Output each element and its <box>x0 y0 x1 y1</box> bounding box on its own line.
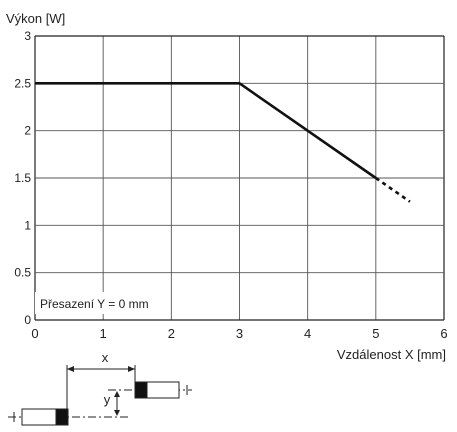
y-tick-label-2: 1 <box>24 218 31 232</box>
x-tick-label-1: 1 <box>100 326 107 341</box>
x-arrow-right <box>128 366 135 372</box>
x-tick-label-0: 0 <box>31 326 38 341</box>
x-tick-label-4: 4 <box>304 326 311 341</box>
series <box>35 82 411 203</box>
x-tick-label-5: 5 <box>372 326 379 341</box>
x-tick-label-6: 6 <box>440 326 447 341</box>
y-tick-label-1: 0.5 <box>14 266 31 280</box>
y-tick-label-4: 2 <box>24 124 31 138</box>
annotation-offset: Přesazení Y = 0 mm <box>40 297 149 311</box>
y-tick-label-3: 1.5 <box>14 171 31 185</box>
y-tick-label-5: 2.5 <box>14 76 31 90</box>
offset-diagram <box>8 365 192 426</box>
x-axis-label: Vzdálenost X [mm] <box>337 347 446 362</box>
y-tick-label-0: 0 <box>24 313 31 327</box>
x-tick-label-3: 3 <box>236 326 243 341</box>
y-offset-label: y <box>104 392 111 407</box>
grid <box>34 35 445 321</box>
emitter-head <box>55 408 69 426</box>
y-tick-label-6: 3 <box>24 29 31 43</box>
receiver-head <box>134 381 148 399</box>
annotation-background <box>35 292 168 314</box>
series-line-1 <box>375 176 411 203</box>
x-arrow-left <box>67 366 74 372</box>
series-line-0 <box>35 82 377 180</box>
x-tick-label-2: 2 <box>168 326 175 341</box>
x-offset-label: x <box>102 350 109 365</box>
y-arrow-bottom <box>114 410 120 416</box>
y-axis-label: Výkon [W] <box>6 11 65 26</box>
tick-labels: 0 1 2 3 4 5 6 0 0.5 1 1.5 2 2.5 3 <box>14 29 447 341</box>
y-arrow-top <box>114 391 120 397</box>
